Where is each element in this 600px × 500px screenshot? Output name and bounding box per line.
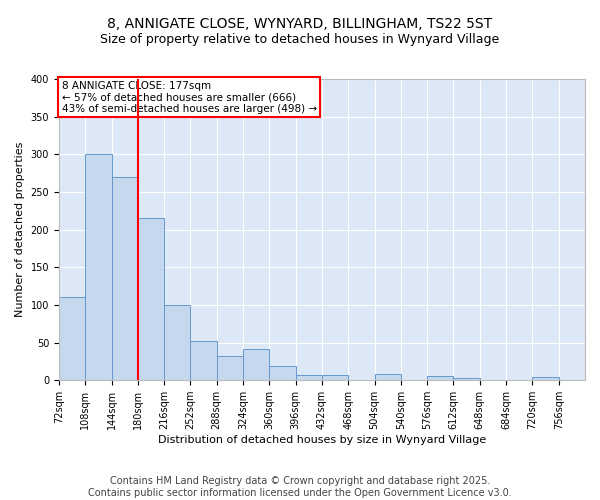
Bar	[322, 375, 348, 380]
Bar	[427, 376, 454, 380]
Bar	[532, 377, 559, 380]
Bar	[269, 366, 296, 380]
X-axis label: Distribution of detached houses by size in Wynyard Village: Distribution of detached houses by size …	[158, 435, 486, 445]
Y-axis label: Number of detached properties: Number of detached properties	[15, 142, 25, 318]
Text: Contains HM Land Registry data © Crown copyright and database right 2025.
Contai: Contains HM Land Registry data © Crown c…	[88, 476, 512, 498]
Bar	[296, 375, 322, 380]
Bar	[164, 305, 190, 380]
Text: 8, ANNIGATE CLOSE, WYNYARD, BILLINGHAM, TS22 5ST: 8, ANNIGATE CLOSE, WYNYARD, BILLINGHAM, …	[107, 18, 493, 32]
Bar	[374, 374, 401, 380]
Bar	[190, 341, 217, 380]
Bar	[454, 378, 480, 380]
Bar	[138, 218, 164, 380]
Bar	[59, 298, 85, 380]
Bar	[85, 154, 112, 380]
Text: 8 ANNIGATE CLOSE: 177sqm
← 57% of detached houses are smaller (666)
43% of semi-: 8 ANNIGATE CLOSE: 177sqm ← 57% of detach…	[62, 80, 317, 114]
Bar	[112, 177, 138, 380]
Text: Size of property relative to detached houses in Wynyard Village: Size of property relative to detached ho…	[100, 32, 500, 46]
Bar	[243, 350, 269, 380]
Bar	[217, 356, 243, 380]
